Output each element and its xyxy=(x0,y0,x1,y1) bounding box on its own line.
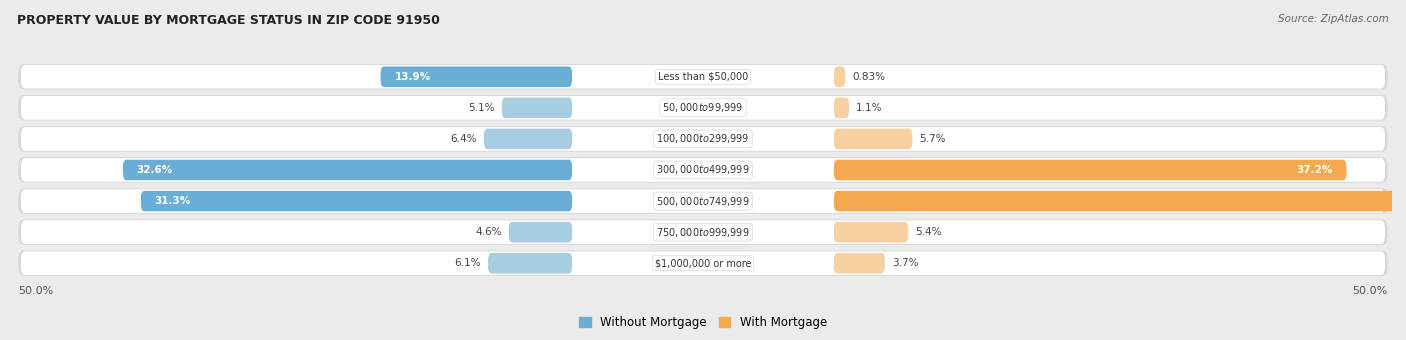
Text: $300,000 to $499,999: $300,000 to $499,999 xyxy=(657,164,749,176)
FancyBboxPatch shape xyxy=(141,191,572,211)
Legend: Without Mortgage, With Mortgage: Without Mortgage, With Mortgage xyxy=(574,311,832,334)
FancyBboxPatch shape xyxy=(18,188,1388,214)
FancyBboxPatch shape xyxy=(834,191,1406,211)
FancyBboxPatch shape xyxy=(122,160,572,180)
FancyBboxPatch shape xyxy=(484,129,572,149)
Text: $1,000,000 or more: $1,000,000 or more xyxy=(655,258,751,268)
FancyBboxPatch shape xyxy=(509,222,572,242)
Text: Source: ZipAtlas.com: Source: ZipAtlas.com xyxy=(1278,14,1389,23)
FancyBboxPatch shape xyxy=(21,158,1385,182)
FancyBboxPatch shape xyxy=(381,67,572,87)
Text: 3.7%: 3.7% xyxy=(891,258,918,268)
FancyBboxPatch shape xyxy=(502,98,572,118)
FancyBboxPatch shape xyxy=(21,96,1385,120)
Text: 32.6%: 32.6% xyxy=(136,165,173,175)
Text: $750,000 to $999,999: $750,000 to $999,999 xyxy=(657,226,749,239)
Text: 13.9%: 13.9% xyxy=(394,72,430,82)
FancyBboxPatch shape xyxy=(834,253,884,273)
FancyBboxPatch shape xyxy=(18,219,1388,245)
FancyBboxPatch shape xyxy=(21,127,1385,151)
FancyBboxPatch shape xyxy=(834,222,908,242)
Text: 1.1%: 1.1% xyxy=(856,103,883,113)
Text: 6.1%: 6.1% xyxy=(454,258,481,268)
Text: $100,000 to $299,999: $100,000 to $299,999 xyxy=(657,132,749,146)
FancyBboxPatch shape xyxy=(834,98,849,118)
FancyBboxPatch shape xyxy=(18,157,1388,183)
FancyBboxPatch shape xyxy=(834,129,912,149)
Text: 50.0%: 50.0% xyxy=(1353,286,1388,296)
Text: 50.0%: 50.0% xyxy=(18,286,53,296)
FancyBboxPatch shape xyxy=(21,65,1385,88)
Text: $500,000 to $749,999: $500,000 to $749,999 xyxy=(657,194,749,208)
Text: $50,000 to $99,999: $50,000 to $99,999 xyxy=(662,101,744,114)
Text: 0.83%: 0.83% xyxy=(852,72,886,82)
Text: 37.2%: 37.2% xyxy=(1296,165,1333,175)
Text: 5.7%: 5.7% xyxy=(920,134,946,144)
Text: 6.4%: 6.4% xyxy=(450,134,477,144)
FancyBboxPatch shape xyxy=(21,252,1385,275)
FancyBboxPatch shape xyxy=(488,253,572,273)
FancyBboxPatch shape xyxy=(834,67,845,87)
Text: Less than $50,000: Less than $50,000 xyxy=(658,72,748,82)
FancyBboxPatch shape xyxy=(18,64,1388,89)
Text: 5.1%: 5.1% xyxy=(468,103,495,113)
Text: 31.3%: 31.3% xyxy=(155,196,191,206)
FancyBboxPatch shape xyxy=(834,160,1347,180)
FancyBboxPatch shape xyxy=(21,189,1385,213)
Text: 5.4%: 5.4% xyxy=(915,227,942,237)
FancyBboxPatch shape xyxy=(18,251,1388,276)
FancyBboxPatch shape xyxy=(21,220,1385,244)
Text: PROPERTY VALUE BY MORTGAGE STATUS IN ZIP CODE 91950: PROPERTY VALUE BY MORTGAGE STATUS IN ZIP… xyxy=(17,14,440,27)
FancyBboxPatch shape xyxy=(18,126,1388,152)
Text: 4.6%: 4.6% xyxy=(475,227,502,237)
FancyBboxPatch shape xyxy=(18,95,1388,121)
